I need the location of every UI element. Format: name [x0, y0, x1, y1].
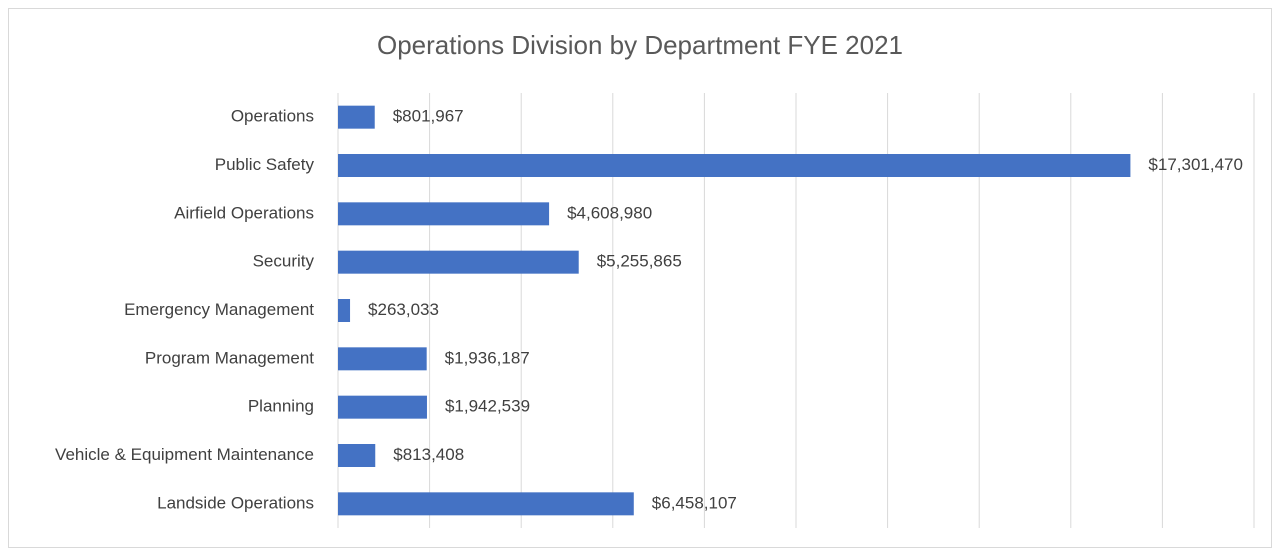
y-tick-label: Operations: [231, 107, 314, 126]
bar: [338, 347, 427, 371]
bar: [338, 250, 579, 274]
data-label: $5,255,865: [597, 252, 682, 271]
bar: [338, 202, 550, 226]
y-tick-label: Emergency Management: [124, 300, 314, 319]
chart-title: Operations Division by Department FYE 20…: [377, 30, 903, 60]
data-label: $1,942,539: [445, 397, 530, 416]
data-label: $6,458,107: [652, 493, 737, 512]
data-label: $17,301,470: [1148, 155, 1243, 174]
data-label: $263,033: [368, 300, 439, 319]
bar: [338, 299, 351, 322]
data-label: $813,408: [393, 445, 464, 464]
y-tick-label: Landside Operations: [157, 493, 314, 512]
y-tick-label: Airfield Operations: [174, 203, 314, 222]
bar: [338, 395, 427, 419]
y-tick-label: Program Management: [145, 348, 314, 367]
y-tick-label: Vehicle & Equipment Maintenance: [55, 445, 314, 464]
bar: [338, 492, 634, 516]
bar: [338, 154, 1131, 177]
data-label: $1,936,187: [445, 348, 530, 367]
bar: [338, 444, 376, 467]
bar: [338, 105, 375, 129]
data-label: $801,967: [393, 107, 464, 126]
chart-border: [8, 8, 1272, 548]
y-tick-label: Public Safety: [215, 155, 315, 174]
data-label: $4,608,980: [567, 203, 652, 222]
y-tick-label: Planning: [248, 397, 314, 416]
y-tick-label: Security: [253, 252, 315, 271]
